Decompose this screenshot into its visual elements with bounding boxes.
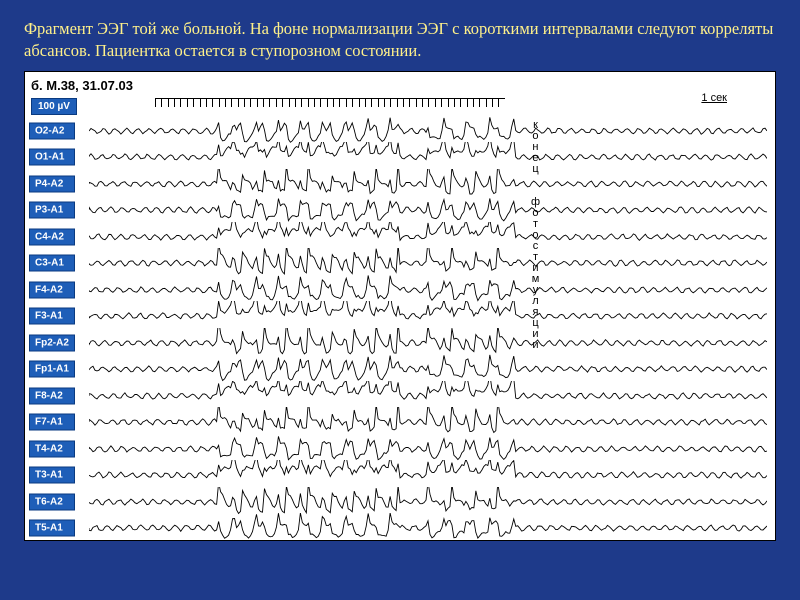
time-scale: 1 сек [701,92,727,104]
eeg-trace [89,142,767,172]
channel-label: Fp1-A1 [29,361,75,378]
channel-row: F7-A1 [29,407,771,437]
eeg-trace [89,354,767,384]
channel-label: C3-A1 [29,255,75,272]
channel-row: P3-A1 [29,195,771,225]
channel-row: F3-A1 [29,301,771,331]
slide-caption: Фрагмент ЭЭГ той же больной. На фоне нор… [24,18,776,63]
channel-row: C3-A1 [29,248,771,278]
channel-row: F4-A2 [29,275,771,305]
channel-label: C4-A2 [29,228,75,245]
eeg-trace [89,301,767,331]
channel-row: O1-A1 [29,142,771,172]
eeg-trace [89,195,767,225]
eeg-trace [89,487,767,517]
channel-label: O2-A2 [29,122,75,139]
channel-label: F3-A1 [29,308,75,325]
channel-label: T6-A2 [29,493,75,510]
channel-label: F4-A2 [29,281,75,298]
channel-label: Fp2-A2 [29,334,75,351]
eeg-trace [89,381,767,411]
amplitude-scale: 100 µV [31,98,77,115]
eeg-trace [89,513,767,543]
channel-row: Fp1-A1 [29,354,771,384]
eeg-panel: б. М.38, 31.07.03 100 µV 1 сек конец фот… [24,71,776,541]
channel-label: T4-A2 [29,440,75,457]
patient-id: б. М.38, 31.07.03 [31,78,133,93]
channel-row: P4-A2 [29,169,771,199]
channel-row: T6-A2 [29,487,771,517]
photostim-ticks [155,98,505,108]
channel-row: O2-A2 [29,116,771,146]
channel-row: T5-A1 [29,513,771,543]
channel-row: T3-A1 [29,460,771,490]
channel-row: F8-A2 [29,381,771,411]
eeg-trace [89,222,767,252]
eeg-trace [89,407,767,437]
channel-label: T5-A1 [29,520,75,537]
eeg-trace [89,434,767,464]
eeg-trace [89,116,767,146]
eeg-trace [89,275,767,305]
eeg-trace [89,328,767,358]
channel-label: F7-A1 [29,414,75,431]
channel-label: P4-A2 [29,175,75,192]
channel-row: Fp2-A2 [29,328,771,358]
channel-label: P3-A1 [29,202,75,219]
channel-row: T4-A2 [29,434,771,464]
channel-label: T3-A1 [29,467,75,484]
channel-label: O1-A1 [29,149,75,166]
eeg-channels: O2-A2 O1-A1 P4-A2 P3-A1 C4-A2 C3-A1 F4-A2 F3-A1… [29,116,771,536]
eeg-trace [89,460,767,490]
channel-label: F8-A2 [29,387,75,404]
eeg-trace [89,169,767,199]
eeg-trace [89,248,767,278]
channel-row: C4-A2 [29,222,771,252]
